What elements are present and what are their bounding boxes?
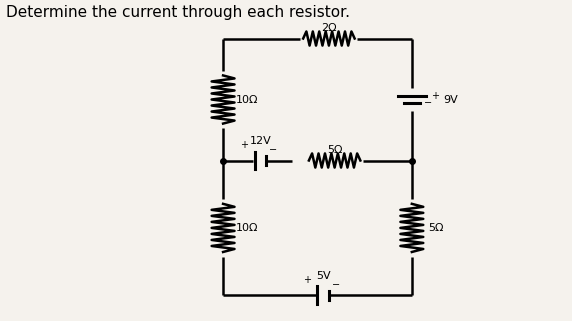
Text: 12V: 12V	[249, 136, 271, 146]
Text: 5V: 5V	[316, 271, 331, 281]
Text: 5Ω: 5Ω	[428, 223, 444, 233]
Text: Determine the current through each resistor.: Determine the current through each resis…	[6, 5, 349, 20]
Text: +: +	[431, 91, 439, 101]
Text: +: +	[303, 275, 311, 285]
Text: 5Ω: 5Ω	[327, 145, 343, 155]
Text: 10Ω: 10Ω	[236, 94, 259, 105]
Text: −: −	[332, 280, 340, 290]
Text: −: −	[424, 98, 432, 108]
Text: 2Ω: 2Ω	[321, 23, 337, 33]
Text: −: −	[269, 145, 277, 155]
Text: +: +	[240, 140, 248, 150]
Text: 9V: 9V	[443, 94, 458, 105]
Text: 10Ω: 10Ω	[236, 223, 259, 233]
